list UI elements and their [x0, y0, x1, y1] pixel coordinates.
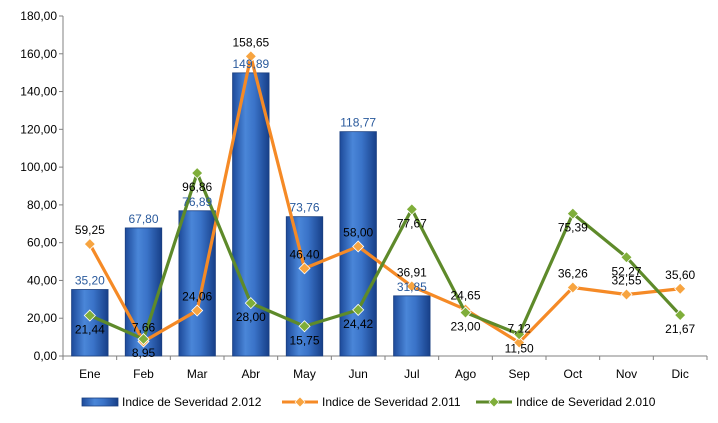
- y-tick-label: 100,00: [20, 160, 57, 174]
- line-data-label: 15,75: [289, 333, 319, 347]
- series-point: [352, 303, 365, 316]
- line-data-label: 21,67: [665, 322, 695, 336]
- y-tick-label: 40,00: [27, 273, 57, 287]
- line-data-label: 77,67: [397, 216, 427, 230]
- line-data-label: 21,44: [75, 323, 105, 337]
- series-point: [352, 240, 365, 253]
- line-data-label: 8,95: [132, 346, 156, 360]
- bar-data-label: 118,77: [340, 116, 376, 130]
- series-point: [191, 166, 204, 180]
- series-point: [566, 207, 579, 220]
- y-tick-label: 0,00: [34, 349, 58, 363]
- series-point: [298, 262, 311, 275]
- y-tick-label: 160,00: [20, 47, 57, 61]
- series-line: [88, 54, 681, 345]
- legend-swatch: [81, 397, 119, 407]
- line-data-label: 75,39: [558, 221, 588, 235]
- x-tick-label: Oct: [563, 367, 582, 381]
- line-data-label: 7,12: [507, 322, 531, 336]
- x-tick-label: May: [293, 367, 316, 381]
- line-data-label: 96,86: [182, 180, 212, 194]
- line-data-label: 24,06: [182, 290, 212, 304]
- bar-data-label: 73,76: [289, 201, 319, 215]
- bar-data-label: 76,89: [182, 195, 212, 209]
- series-line: [89, 171, 682, 341]
- series-point: [405, 203, 418, 216]
- bar: [178, 210, 216, 357]
- line-data-label: 11,50: [505, 341, 534, 355]
- y-tick-label: 120,00: [20, 122, 57, 136]
- line-data-label: 28,00: [236, 310, 266, 324]
- line-data-label: 158,65: [232, 35, 269, 49]
- line-data-label: 52,27: [611, 264, 641, 278]
- series-point: [298, 320, 311, 333]
- x-tick-label: Jun: [348, 367, 367, 381]
- legend-marker: [488, 396, 500, 408]
- bar: [71, 289, 109, 357]
- bar-data-label: 31,85: [397, 280, 427, 294]
- series-point: [620, 251, 633, 264]
- axes: 0,00 20,00 40,00 60,00 80,00 100,00 120,00 140,…: [20, 9, 708, 381]
- line-data-label: 24,42: [343, 317, 373, 331]
- line-series: [83, 50, 687, 349]
- series-point: [191, 304, 204, 317]
- bar-data-label: 67,80: [128, 212, 158, 226]
- line-data-label: 36,91: [397, 265, 427, 279]
- line-data-label: 7,66: [132, 321, 156, 335]
- line-data-label: 23,00: [450, 320, 480, 334]
- series-point: [674, 309, 687, 322]
- y-tick-label: 20,00: [27, 311, 57, 325]
- series-point: [83, 238, 96, 251]
- line-data-label: 32,55: [611, 274, 641, 288]
- series-point: [137, 333, 150, 346]
- series-point: [620, 288, 633, 301]
- series-point: [459, 306, 472, 319]
- series-point: [513, 336, 526, 349]
- line-data-label: 59,25: [75, 223, 105, 237]
- legend-label: Indice de Severidad 2.012: [122, 395, 262, 409]
- y-tick-label: 60,00: [27, 236, 57, 250]
- y-tick-label: 180,00: [20, 9, 57, 23]
- bar-data-label: 149,89: [232, 57, 269, 71]
- x-tick-label: Mar: [187, 367, 208, 381]
- line-data-label: 24,65: [450, 288, 480, 302]
- x-tick-label: Nov: [616, 367, 637, 381]
- legend-label: Indice de Severidad 2.010: [516, 395, 656, 409]
- bar: [393, 295, 431, 357]
- data-labels: 35,20 67,80 76,89 149,89 73,76 118,77 31,85 59,…: [75, 35, 696, 360]
- bar-series: [71, 72, 431, 357]
- x-tick-label: Ene: [79, 367, 101, 381]
- series-point: [405, 280, 418, 293]
- series-point: [674, 282, 687, 295]
- x-tick-label: Dic: [671, 367, 688, 381]
- series-point: [244, 50, 257, 63]
- series-point: [244, 297, 257, 310]
- line-data-label: 46,40: [289, 247, 319, 261]
- x-tick-label: Abr: [241, 367, 260, 381]
- y-tick-label: 140,00: [20, 85, 57, 99]
- series-point: [566, 281, 579, 294]
- x-tick-label: Sep: [508, 367, 530, 381]
- line-data-label: 36,26: [558, 267, 588, 281]
- x-tick-label: Feb: [133, 367, 154, 381]
- series-point: [83, 309, 96, 322]
- line-data-label: 35,60: [665, 268, 695, 282]
- legend: Indice de Severidad 2.012 Indice de Sever…: [81, 395, 656, 409]
- bar-data-label: 35,20: [75, 274, 105, 288]
- y-tick-label: 80,00: [27, 198, 57, 212]
- legend-marker: [294, 396, 306, 408]
- series-point: [513, 328, 526, 341]
- bar: [285, 216, 324, 357]
- x-tick-label: Ago: [455, 367, 477, 381]
- line-data-label: 58,00: [343, 225, 373, 239]
- x-tick-label: Jul: [404, 367, 419, 381]
- legend-label: Indice de Severidad 2.011: [322, 395, 461, 409]
